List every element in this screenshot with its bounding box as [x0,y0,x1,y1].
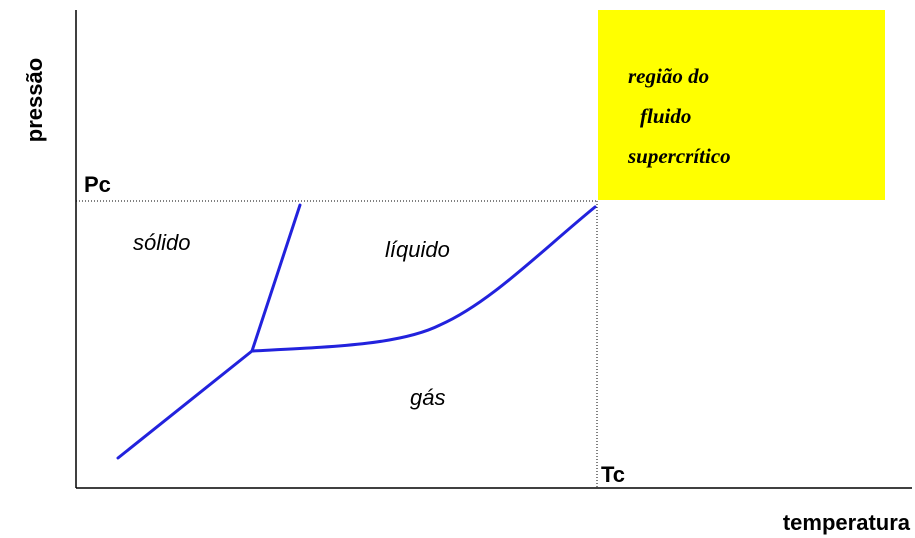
gas-label: gás [410,385,445,410]
y-axis-label: pressão [22,58,47,142]
solid-label: sólido [133,230,190,255]
pc-label: Pc [84,172,111,197]
supercritical-label: supercrítico [627,144,731,168]
supercritical-region [598,10,885,200]
supercritical-label: região do [628,64,709,88]
supercritical-label: fluido [640,104,691,128]
sublimation-curve [116,349,254,460]
tc-label: Tc [601,462,625,487]
vaporization-curve [250,205,597,353]
melting-curve [250,203,302,353]
liquid-label: líquido [385,237,450,262]
x-axis-label: temperatura [783,510,911,535]
